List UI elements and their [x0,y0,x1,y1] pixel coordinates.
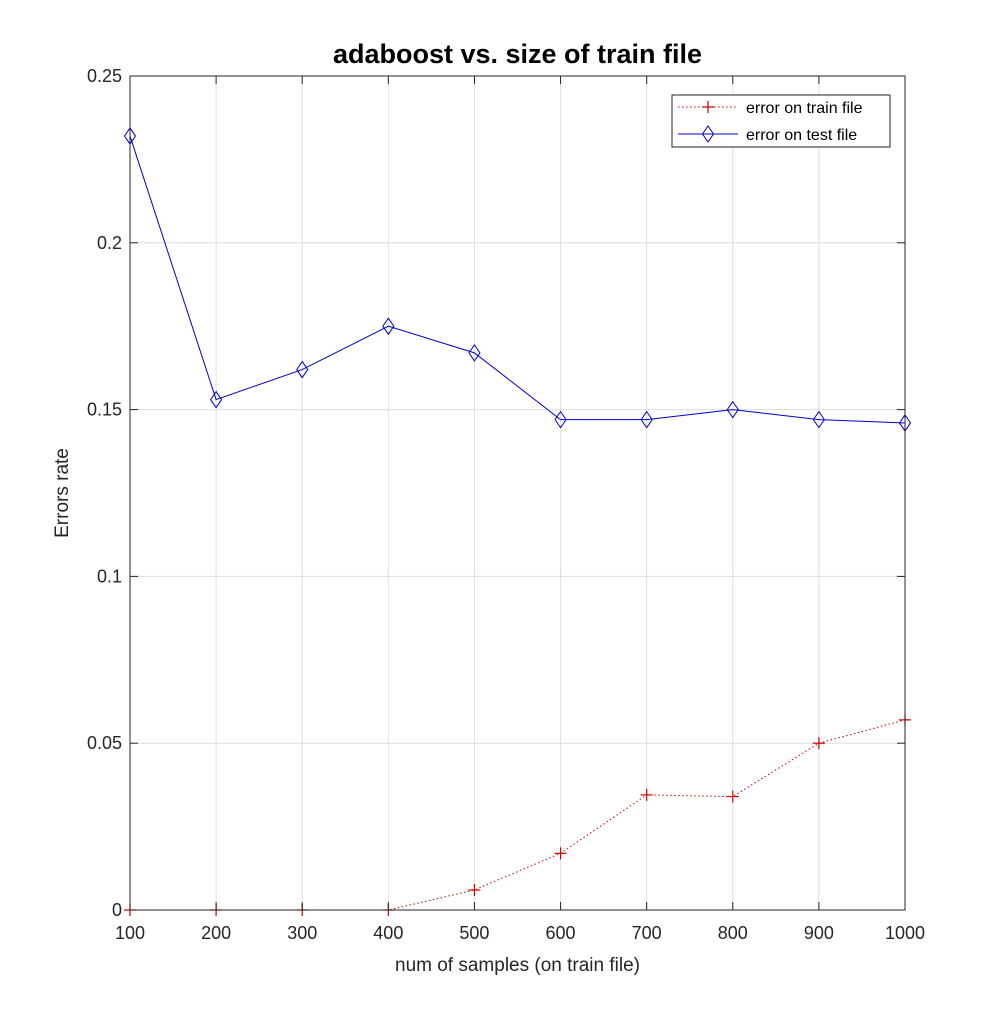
plot-area-border [129,75,906,911]
data-point-train [640,788,653,801]
x-tick-label: 800 [718,923,748,943]
x-tick-label: 200 [201,923,231,943]
data-point-train [554,847,567,860]
legend-marker-train [702,101,714,113]
data-point-test [210,390,223,409]
x-tick-label: 100 [115,923,145,943]
plot-area-background [130,76,905,910]
x-tick-label: 900 [804,923,834,943]
y-tick-label: 0.25 [87,66,122,86]
legend-plus-marker [702,101,714,113]
x-tick-label: 1000 [885,923,925,943]
x-tick-label: 600 [546,923,576,943]
data-point-test [812,410,825,429]
axis-ticks [129,75,906,911]
y-tick-label: 0.2 [97,233,122,253]
data-point-train [468,883,481,896]
data-point-test [554,410,567,429]
data-point-test [726,400,739,419]
data-point-test [640,410,653,429]
legend: error on train file error on test file [671,94,891,148]
series-line-test [129,135,906,424]
x-tick-label: 300 [287,923,317,943]
data-point-test [468,344,481,362]
grid-lines [130,76,905,910]
chart-title: adaboost vs. size of train file [333,39,702,69]
x-tick-label: 700 [632,923,662,943]
x-tick-label: 500 [459,923,489,943]
y-tick-label: 0.15 [87,400,122,420]
axis-tick-labels: 100 200 300 400 500 600 700 800 900 1000 0 0.05 0.1 0… [87,66,925,943]
legend-diamond-marker [701,125,715,143]
y-tick-label: 0 [112,900,122,920]
y-tick-label: 0.1 [97,566,122,586]
x-tick-label: 400 [373,923,403,943]
legend-label-train: error on train file [746,100,863,117]
data-point-train [812,737,825,750]
data-point-test [296,360,309,379]
legend-label-test: error on test file [746,127,857,144]
data-point-test [382,317,395,336]
y-tick-label: 0.05 [87,733,122,753]
data-point-train [726,790,739,803]
x-axis-label: num of samples (on train file) [395,955,640,976]
y-axis-label: Errors rate [52,448,73,538]
legend-marker-test [701,125,715,143]
